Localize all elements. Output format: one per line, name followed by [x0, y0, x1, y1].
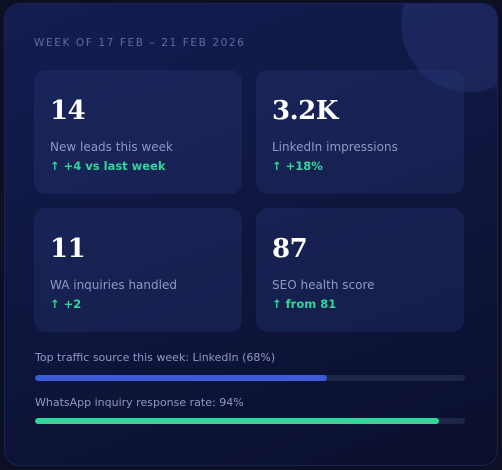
- stat-card-wa-inquiries: 11 WA inquiries handled ↑ +2: [34, 208, 242, 332]
- stat-label: New leads this week: [50, 140, 173, 154]
- stat-card-linkedin-impressions: 3.2K LinkedIn impressions ↑ +18%: [256, 70, 464, 194]
- stat-label: WA inquiries handled: [50, 278, 177, 292]
- stat-value: 14: [50, 96, 86, 126]
- stat-delta: ↑ +18%: [272, 159, 323, 173]
- weekly-summary-panel: WEEK OF 17 FEB – 21 FEB 2026 14 New lead…: [4, 3, 498, 466]
- week-range-label: WEEK OF 17 FEB – 21 FEB 2026: [34, 37, 246, 49]
- stat-card-seo-health: 87 SEO health score ↑ from 81: [256, 208, 464, 332]
- traffic-source-progress-track: [35, 375, 465, 381]
- traffic-source-label: Top traffic source this week: LinkedIn (…: [35, 351, 276, 364]
- stat-value: 87: [272, 234, 308, 264]
- stat-label: LinkedIn impressions: [272, 140, 398, 154]
- traffic-source-progress-fill: [35, 375, 328, 381]
- stat-delta: ↑ +4 vs last week: [50, 159, 166, 173]
- response-rate-progress-fill: [35, 418, 440, 424]
- stat-value: 11: [50, 234, 86, 264]
- stat-label: SEO health score: [272, 278, 375, 292]
- stat-delta: ↑ +2: [50, 297, 82, 311]
- stat-card-new-leads: 14 New leads this week ↑ +4 vs last week: [34, 70, 242, 194]
- response-rate-label: WhatsApp inquiry response rate: 94%: [35, 396, 244, 409]
- response-rate-progress-track: [35, 418, 465, 424]
- stat-value: 3.2K: [272, 96, 338, 126]
- stat-delta: ↑ from 81: [272, 297, 337, 311]
